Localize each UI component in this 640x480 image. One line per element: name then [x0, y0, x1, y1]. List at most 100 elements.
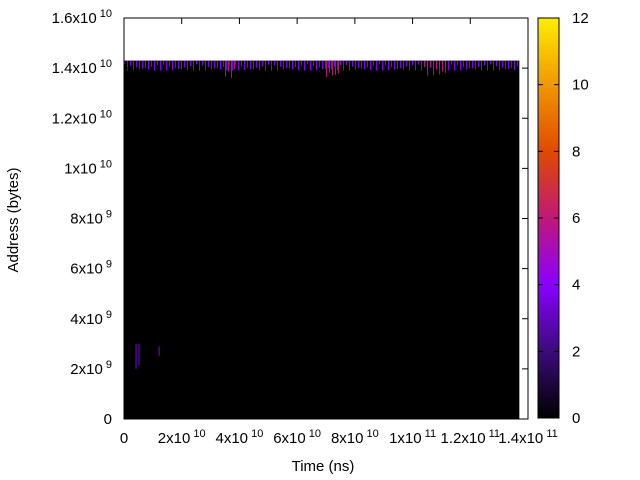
heatmap-cell [463, 60, 464, 68]
heatmap-cell [228, 60, 229, 72]
x-tick-label: 6x10 10 [273, 428, 321, 447]
heatmap-cell [349, 60, 350, 71]
heatmap-cell [469, 60, 470, 69]
heatmap-cell [388, 60, 389, 71]
heatmap-cell [223, 60, 224, 67]
heatmap-cell [340, 60, 341, 65]
heatmap-cell [421, 60, 422, 71]
heatmap-cell [352, 60, 353, 67]
heatmap-cell [436, 60, 438, 70]
heatmap-cell [454, 60, 455, 71]
x-tick-label: 1x10 11 [389, 428, 436, 447]
heatmap-cell [424, 60, 426, 68]
heatmap-cell [358, 60, 359, 69]
heatmap-cell [310, 60, 311, 71]
heatmap-cell [511, 60, 512, 68]
heatmap-cell [268, 60, 269, 65]
heatmap-cell [142, 60, 143, 69]
heatmap-cell [138, 343, 140, 366]
heatmap-cell [196, 60, 197, 65]
heatmap-cell [490, 60, 491, 65]
heatmap-cell [487, 60, 488, 71]
heatmap-cell [334, 60, 335, 67]
heatmap-cell [409, 60, 410, 71]
heatmap-cell [502, 60, 503, 68]
heatmap-cell [166, 60, 167, 71]
heatmap-cell [508, 60, 509, 69]
y-tick-label: 0 [104, 411, 112, 428]
heatmap-band [326, 60, 339, 78]
heatmap-cell [160, 60, 161, 71]
heatmap-cell [193, 60, 194, 71]
heatmap-cell [175, 60, 176, 68]
heatmap-cell [247, 60, 248, 68]
heatmap-cell [214, 60, 215, 69]
heatmap-cell [313, 60, 314, 66]
heatmap-cell [376, 60, 377, 71]
heatmap-cell [400, 60, 401, 69]
heatmap-cell [328, 60, 329, 68]
heatmap-cell [394, 60, 395, 70]
x-axis-ticks: 0 2x10 10 4x10 10 6x10 10 8x10 10 1x10 11 1.2x… [120, 18, 558, 447]
heatmap-cell [145, 60, 146, 69]
heatmap-cell [433, 60, 435, 76]
heatmap-cell [472, 60, 473, 69]
colorbar-tick-label: 2 [572, 343, 580, 360]
y-tick-label: 4x10 9 [70, 309, 112, 328]
heatmap-cell [499, 60, 500, 71]
heatmap-cell [325, 60, 326, 69]
y-axis-label: Address (bytes) [5, 167, 22, 272]
heatmap-cell [217, 60, 218, 69]
x-tick-label: 8x10 10 [331, 428, 379, 447]
heatmap-cell [133, 60, 134, 71]
heatmap-cell [451, 60, 452, 65]
heatmap-cell [355, 60, 356, 70]
heatmap-cell [445, 60, 447, 73]
heatmap-cell [158, 346, 160, 357]
heatmap-cell [262, 60, 263, 67]
heatmap-cell [232, 60, 233, 71]
heatmap-cell [316, 60, 317, 71]
y-tick-label: 1.4x10 10 [52, 58, 112, 77]
heatmap-cell [292, 60, 293, 70]
heatmap-cell [346, 60, 347, 65]
heatmap-cell [397, 60, 398, 69]
heatmap-cell [199, 60, 200, 71]
heatmap-cell [225, 60, 226, 77]
heatmap-cell [466, 60, 467, 70]
heatmap-cell [337, 60, 338, 71]
heatmap-cell [244, 60, 245, 70]
heatmap-cell [265, 60, 266, 71]
x-tick-label: 2x10 10 [158, 428, 206, 447]
y-tick-label: 6x10 9 [70, 259, 112, 278]
heatmap-cell [370, 60, 371, 71]
heatmap-cell [250, 60, 251, 70]
heatmap-cell [322, 60, 323, 70]
heatmap-cell [205, 60, 206, 71]
heatmap-cell [448, 60, 449, 71]
heatmap-cell [241, 60, 242, 67]
y-tick-label: 1x10 10 [64, 158, 112, 177]
heatmap-cell [229, 60, 230, 66]
heatmap-cell [361, 60, 362, 69]
heatmap-cell [295, 60, 296, 68]
heatmap-cell [172, 60, 173, 70]
colorbar-tick-label: 12 [572, 10, 589, 27]
heatmap-cell [332, 60, 333, 76]
heatmap-cell [382, 60, 383, 71]
heatmap-cell [338, 60, 339, 74]
heatmap-cell [135, 343, 137, 370]
heatmap-cell [517, 60, 518, 67]
heatmap-cell [364, 60, 365, 70]
heatmap-cell [277, 60, 278, 71]
heatmap-cell [235, 60, 236, 65]
heatmap-cell [475, 60, 476, 70]
y-tick-label: 1.6x10 10 [52, 8, 112, 27]
x-tick-label: 0 [120, 430, 128, 447]
heatmap-cell [427, 60, 429, 76]
heatmap-cell [231, 60, 232, 78]
heatmap-cell [478, 60, 479, 68]
heatmap-band [424, 60, 447, 76]
heatmap-cell [190, 60, 191, 67]
heatmap-cell [298, 60, 299, 71]
